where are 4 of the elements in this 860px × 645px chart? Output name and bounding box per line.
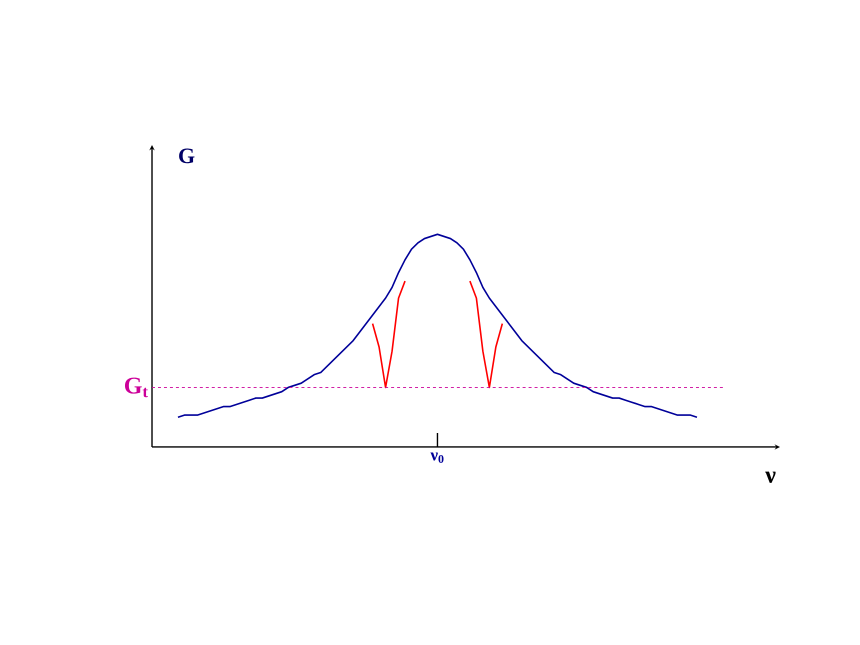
text: ν$_{0}$: [430, 452, 444, 463]
x-axis-title: ν: [765, 472, 776, 483]
ref-line-label: G$_{t}$: [124, 378, 148, 398]
y-axis-title: G: [179, 148, 194, 164]
